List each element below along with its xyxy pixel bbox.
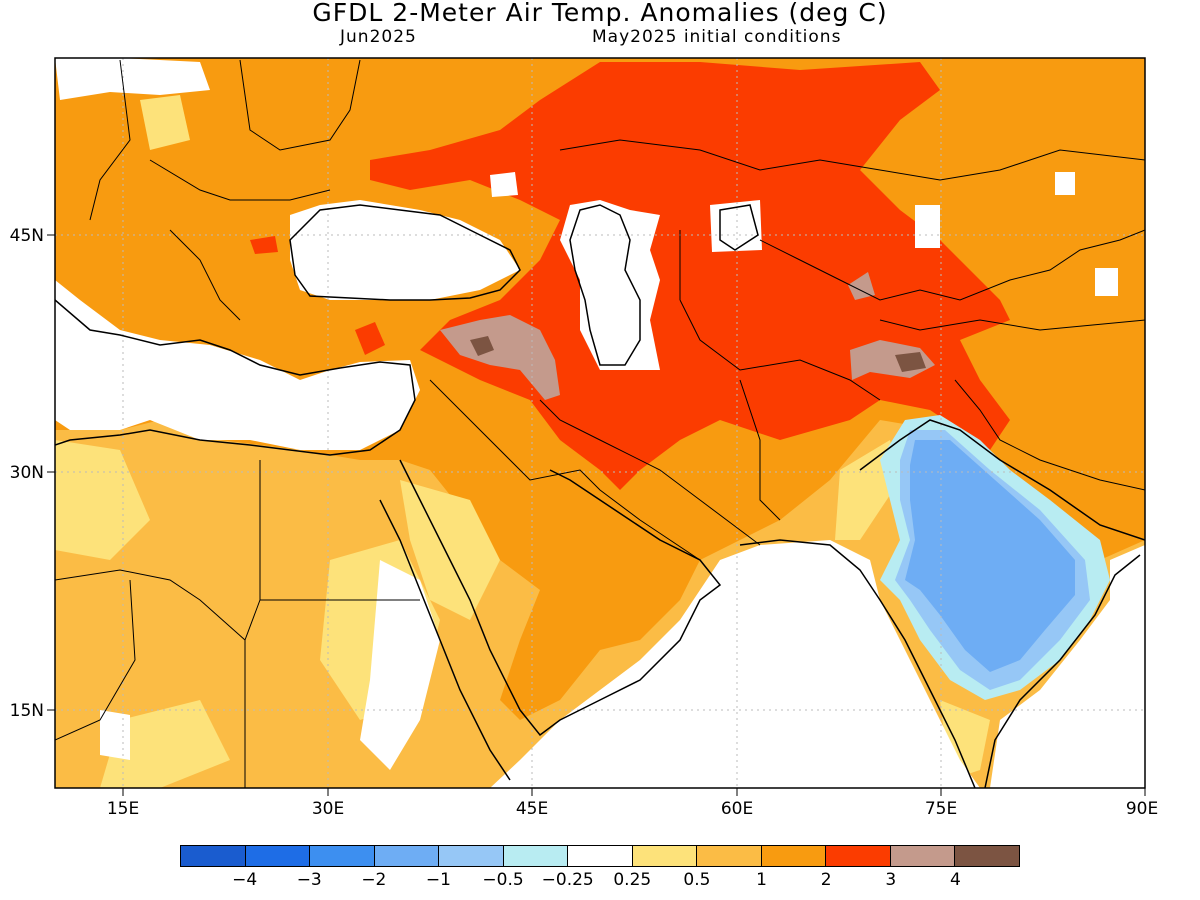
lon-label-75e: 75E [925,799,957,819]
map-plot-area [55,58,1145,788]
anomaly-fill-0-25 [100,700,230,788]
anomaly-fill-2 [355,322,385,355]
borders [55,59,1145,788]
colorbar-label: 4 [949,870,961,890]
colorbar-box [761,846,827,866]
colorbar-box [826,846,891,866]
lon-label-90e: 90E [1126,799,1158,819]
colorbar-label: 1 [756,870,767,890]
white-patch [100,710,130,760]
caspian-white [560,200,660,370]
colorbar-box [568,846,633,866]
colorbar-label: −4 [232,870,258,890]
colorbar-label: 0.25 [613,870,652,890]
lon-label-15e: 15E [107,799,139,819]
north-white [55,58,210,100]
black-sea-white [290,200,520,300]
anomaly-fill-4 [470,336,494,356]
colorbar-box [374,846,440,866]
anomaly-fill-0-25 [55,440,150,560]
colorbar-box [245,846,311,866]
white-patch [1095,268,1118,296]
plot-frame [54,57,1146,789]
coastlines [55,204,1145,788]
anomaly-fill-0-25 [400,480,500,620]
colorbar-label: −3 [296,870,322,890]
colorbar-label: 3 [885,870,897,890]
colorbar-label: −1 [425,870,451,890]
lon-label-60e: 60E [721,799,753,819]
colorbar-label: 0.5 [683,870,711,890]
anomaly-fill-0-25 [140,95,190,150]
white-patch [915,205,940,248]
anomaly-fill-2 [250,236,278,254]
lat-ticks [47,234,55,711]
initial-conditions: May2025 initial conditions [592,27,842,47]
anomaly-fill-3 [848,272,875,300]
colorbar-box [310,846,375,866]
colorbar-box [890,846,956,866]
mediterranean-white [55,280,420,450]
colorbar-box [439,846,504,866]
colorbar-label: −2 [361,870,387,890]
colorbar-label: −0.25 [541,870,594,890]
arabian-sea-white [490,540,980,788]
lat-label-30n: 30N [10,463,44,483]
lon-label-45e: 45E [516,799,548,819]
colorbar-box [697,846,762,866]
colorbar-box [181,846,246,866]
colorbar [180,845,1020,867]
white-patch [490,172,518,197]
red-sea-white [360,560,440,770]
colorbar-box [955,846,1019,866]
colorbar-label: 2 [820,870,832,890]
anomaly-fill-neg-1 [905,440,1075,672]
white-patch [1055,172,1075,195]
colorbar-box [632,846,698,866]
chart-title: GFDL 2-Meter Air Temp. Anomalies (deg C) [312,0,888,27]
aral-white [710,200,762,252]
lon-ticks [122,788,1146,796]
lat-label-45n: 45N [10,226,44,246]
anomaly-fill-4 [895,352,926,372]
bay-of-bengal-white [990,545,1145,788]
colorbar-labels: −4 −3 −2 −1 −0.5 −0.25 0.25 0.5 1 2 3 4 [0,870,1200,894]
anomaly-fill-2 [370,62,1010,490]
lon-label-30e: 30E [312,799,344,819]
forecast-month: Jun2025 [340,27,417,47]
colorbar-label: −0.5 [482,870,524,890]
anomaly-fill-3 [440,315,560,400]
colorbar-box [503,846,569,866]
lat-label-15n: 15N [10,701,44,721]
